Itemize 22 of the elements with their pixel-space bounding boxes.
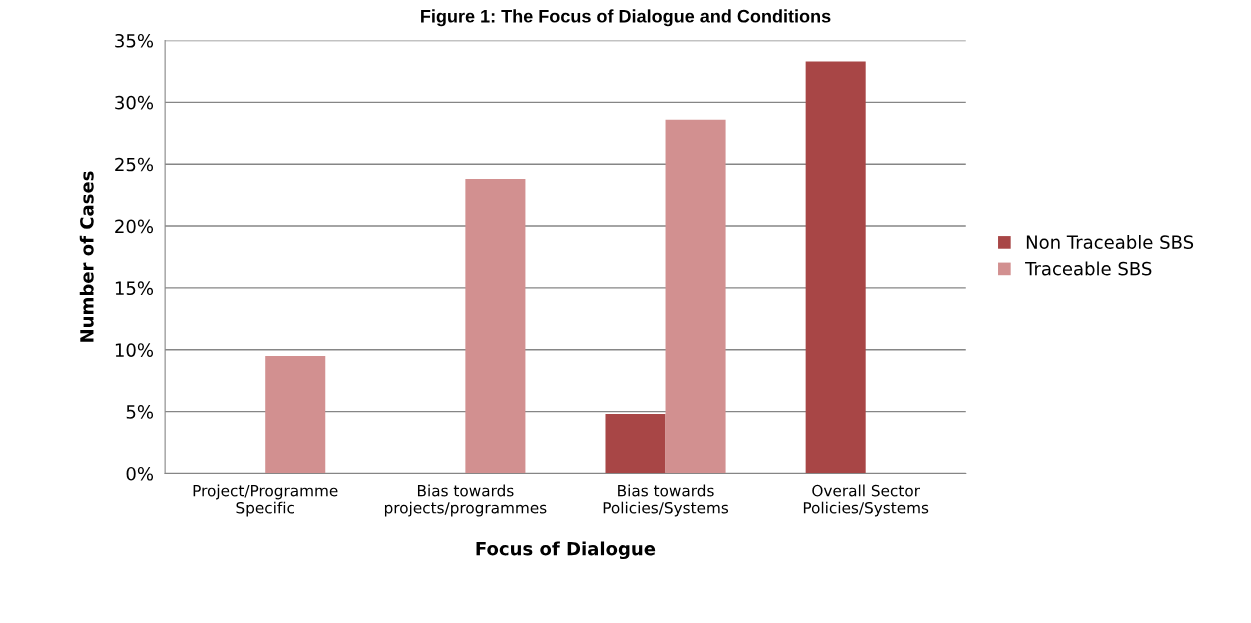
x-axis-title: Focus of Dialogue (476, 541, 656, 560)
y-axis-title: Number of Cases (79, 171, 94, 342)
chart-title: Figure 1: The Focus of Dialogue and Conditions (421, 9, 831, 27)
x-tick-label: Overall Sector Policies/Systems (803, 484, 929, 517)
x-tick-label: Bias towards Policies/Systems (603, 484, 729, 517)
bar (665, 119, 726, 474)
x-tick-label: Bias towards projects/programmes (384, 484, 547, 517)
y-tick-label: 30% (115, 95, 154, 110)
bar (805, 61, 866, 474)
legend-label: Non Traceable SBS (1026, 235, 1194, 249)
bar (265, 355, 326, 474)
y-tick-label: 5% (126, 405, 154, 419)
y-tick-label: 0% (126, 466, 154, 481)
y-tick-label: 25% (115, 157, 154, 172)
legend-label: Traceable SBS (1025, 261, 1152, 276)
bar (465, 179, 526, 474)
y-tick-label: 10% (115, 343, 154, 357)
y-tick-label: 35% (115, 33, 154, 48)
y-tick-label: 20% (115, 219, 154, 234)
y-tick-label: 15% (115, 281, 154, 296)
x-tick-label: Project/Programme Specific (193, 484, 338, 517)
bar (605, 414, 666, 474)
